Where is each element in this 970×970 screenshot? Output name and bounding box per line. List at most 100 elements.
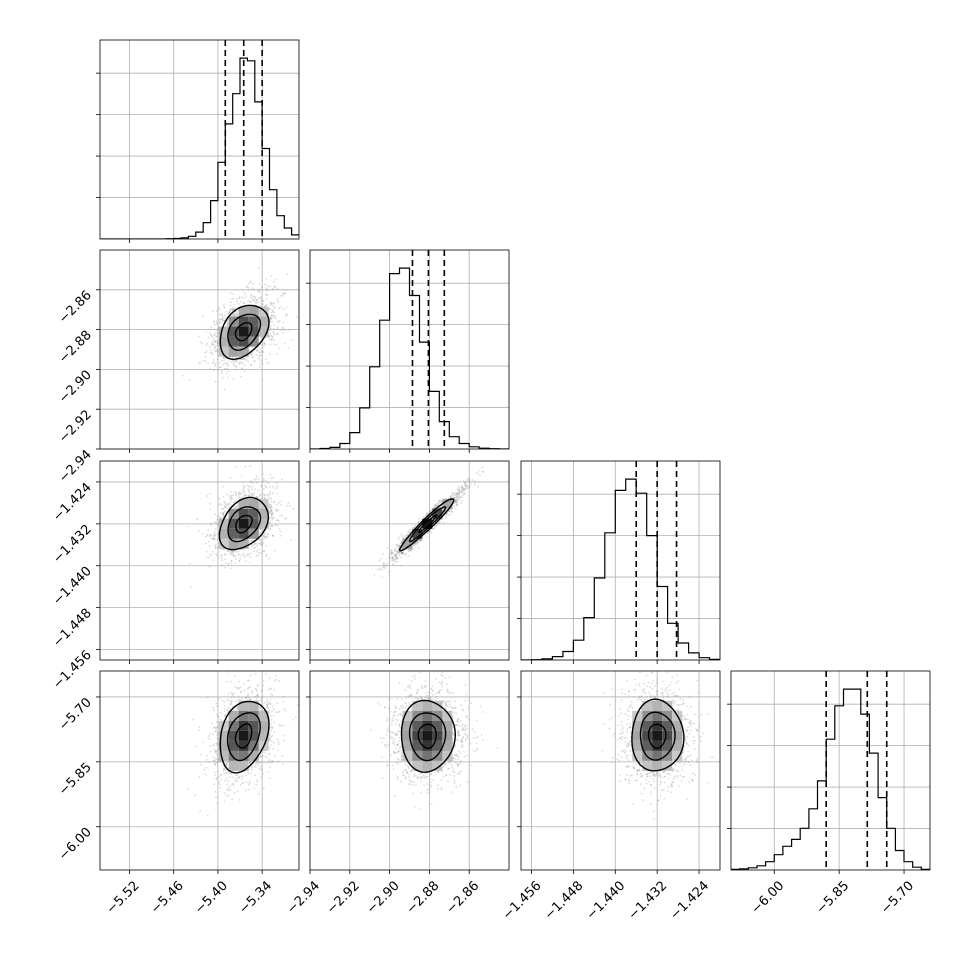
density-cell [228,740,239,751]
density-cell [258,316,269,327]
x-tick-label: −6.00 [749,878,788,917]
density-cell [228,346,239,357]
density-cell [442,750,453,761]
density-cell [662,700,673,711]
contour-level-2 [219,304,270,361]
panel-frame [730,670,931,871]
x-tick-label: −5.34 [236,878,275,917]
density-cell [422,720,433,731]
density-cell [248,700,259,711]
density-cell [672,740,683,751]
density-cell [432,700,443,711]
density-cell [248,740,259,751]
density-cell [442,710,453,721]
density-cell [218,720,229,731]
density-cell [402,710,413,721]
density-cell [662,730,673,741]
contour-level-0 [417,723,437,749]
density-cell [662,750,673,761]
density-cell [218,528,229,539]
density-cell [258,326,269,337]
density-cell [248,306,259,317]
density-cell [248,730,259,741]
hist-panel-1 [306,249,510,450]
y-tick-label: −2.86 [56,288,95,327]
density-cell [432,720,443,731]
contour-level-2 [219,700,270,774]
contour-level-2 [218,496,270,551]
density-cell [218,326,229,337]
density-cell [432,740,443,751]
density-cell [402,538,413,549]
density-cell [238,750,249,761]
density-cell [248,498,259,509]
x-tick-label: −5.85 [813,878,852,917]
density-cell [412,740,423,751]
density-cell [258,518,269,529]
density-cell [238,508,249,519]
x-axis-3: −6.00 −5.85 −5.70 [749,870,917,917]
density-cell [218,518,229,529]
density-cell [228,538,239,549]
density-cell [412,720,423,731]
density-cell [218,538,229,549]
density-cell [238,730,249,741]
panel-frame [520,460,721,661]
density-cell [228,528,239,539]
histogram-1 [310,267,509,449]
pair-panel-0-2 [99,460,300,661]
density-cell [228,336,239,347]
density-cell [258,508,269,519]
density-cell [672,730,683,741]
y-tick-label: −6.00 [56,825,95,864]
density-cell [432,508,443,519]
x-tick-label: −5.40 [192,878,231,917]
pair-panel-0-3 [99,670,300,871]
density-cell [238,306,249,317]
density-cell [642,760,653,771]
density-cell [652,750,663,761]
density-cell [238,316,249,327]
density-cell [402,750,413,761]
density-cell [642,740,653,751]
density-cell [258,306,269,317]
contour-level-1 [226,712,261,762]
density-cell [248,720,259,731]
pair-panel-1-3 [309,670,510,871]
density-cell [238,700,249,711]
pair-panel-1-2 [309,460,510,661]
x-tick-label: −2.94 [284,878,323,917]
density-cell [422,760,433,771]
contour-level-0 [234,723,253,749]
density-cell [238,760,249,771]
x-tick-label: −1.432 [626,878,671,923]
hist-panel-0 [96,39,300,240]
density-cell [402,740,413,751]
y-tick-label: −2.90 [56,368,95,407]
density-cell [412,730,423,741]
contour-level-0 [647,723,667,749]
contour-level-1 [408,712,447,762]
y-axis-1: −2.94−2.92−2.90−2.88−2.86 [56,288,100,486]
density-cell [652,740,663,751]
contour-level-0 [418,514,438,534]
contour-level-2 [398,498,455,552]
density-cell [228,326,239,337]
contour-level-1 [227,313,262,351]
density-cell [238,710,249,721]
density-cell [442,720,453,731]
x-tick-label: −1.448 [542,878,587,923]
density-cell [652,700,663,711]
y-tick-label: −1.456 [50,648,95,693]
y-tick-label: −2.92 [56,407,95,446]
panel-frame [99,670,300,871]
panel-frame [520,670,721,871]
density-cell [672,720,683,731]
density-cell [258,720,269,731]
density-cell [238,346,249,357]
density-cell [432,730,443,741]
density-cell [412,528,423,539]
density-cell [218,740,229,751]
panel-frame [99,39,300,240]
